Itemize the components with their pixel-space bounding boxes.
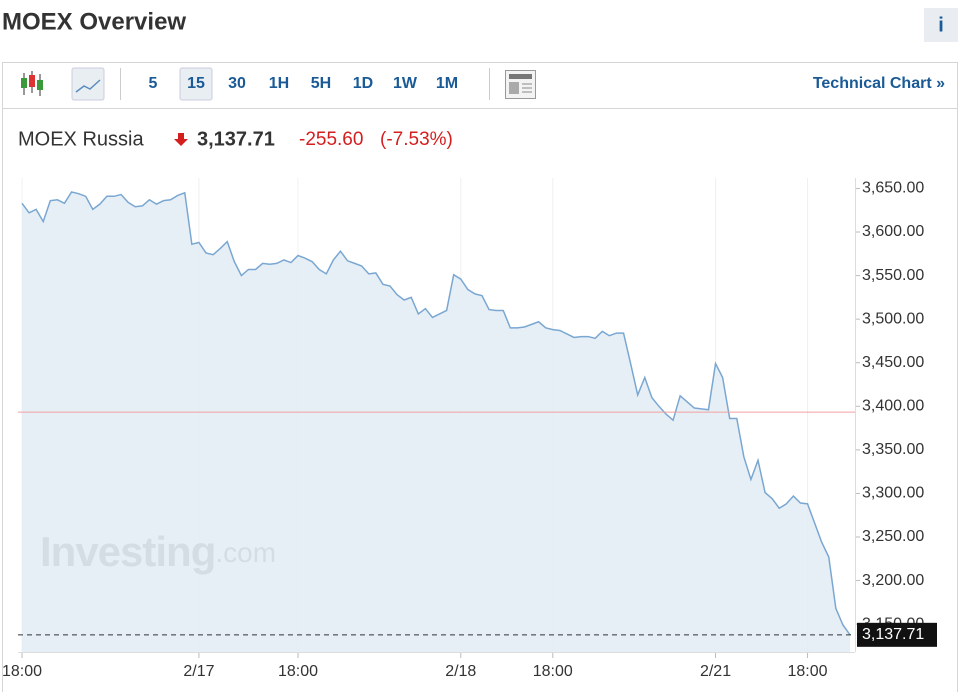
down-arrow: [174, 133, 188, 146]
line-chart-button[interactable]: [71, 67, 105, 101]
y-tick-label: 3,600.00: [862, 223, 924, 240]
info-button[interactable]: [924, 8, 958, 42]
y-tick-label: 3,400.00: [862, 398, 924, 415]
y-tick-label: 3,550.00: [862, 267, 924, 284]
interval-button[interactable]: 1M: [436, 75, 458, 92]
panel-border: [2, 62, 958, 692]
price-change: -255.60: [299, 129, 363, 150]
x-tick-label: 18:00: [533, 663, 573, 680]
y-tick-label: 3,350.00: [862, 441, 924, 458]
x-tick-label: 18:00: [278, 663, 318, 680]
line-icon: [75, 79, 101, 93]
interval-button[interactable]: 15: [187, 75, 205, 92]
x-tick-label: 2/18: [445, 663, 476, 680]
last-price-box: [857, 622, 937, 647]
y-tick-label: 3,450.00: [862, 354, 924, 371]
interval-button[interactable]: 1D: [353, 75, 373, 92]
price-line: [21, 191, 851, 636]
interval-button[interactable]: 1H: [269, 75, 289, 92]
price-change-percent: (-7.53%): [380, 129, 453, 150]
layout-icon[interactable]: [505, 70, 536, 99]
x-tick-label: 2/21: [700, 663, 731, 680]
x-tick-label: 2/17: [183, 663, 214, 680]
price: 3,137.71: [197, 128, 275, 150]
y-tick-label: 3,200.00: [862, 572, 924, 589]
y-tick-label: 3,650.00: [862, 180, 924, 197]
interval-selected[interactable]: [179, 67, 213, 101]
page-title: MOEX Overview: [2, 8, 186, 35]
y-tick-label: 3,300.00: [862, 485, 924, 502]
area-fill: [22, 191, 850, 653]
candle-icon[interactable]: [21, 71, 43, 96]
y-tick-label: 3,500.00: [862, 310, 924, 327]
info-icon[interactable]: i: [938, 14, 944, 36]
x-tick-label: 18:00: [788, 663, 828, 680]
last-price-label: 3,137.71: [862, 626, 924, 643]
interval-button[interactable]: 5: [149, 75, 158, 92]
technical-chart-link[interactable]: Technical Chart »: [813, 75, 945, 92]
interval-button[interactable]: 5H: [311, 75, 331, 92]
interval-button[interactable]: 30: [228, 75, 246, 92]
x-tick-label: 18:00: [2, 663, 42, 680]
instrument-name: MOEX Russia: [18, 128, 144, 150]
y-tick-label: 3,250.00: [862, 528, 924, 545]
interval-button[interactable]: 1W: [393, 75, 418, 92]
